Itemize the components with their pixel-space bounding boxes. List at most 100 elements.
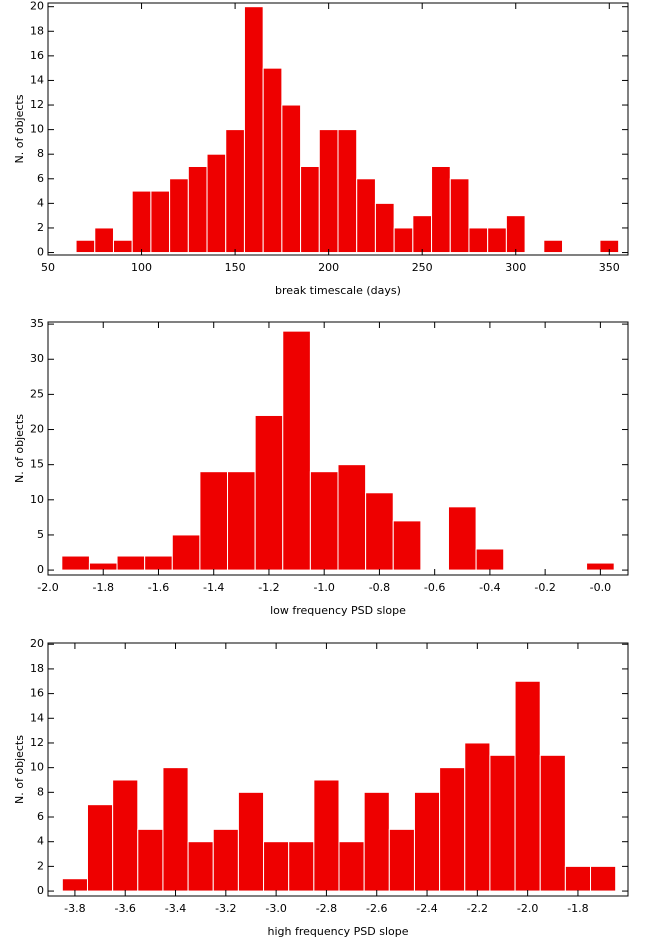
bar [337,129,358,254]
y-tick-label: 12 [30,98,44,111]
x-tick-label: -1.2 [258,581,279,594]
bar [112,239,133,254]
bar [116,555,146,571]
bar [137,828,164,892]
x-tick-label: 300 [505,261,526,274]
x-tick-label: -3.8 [64,902,85,915]
bar [262,67,283,254]
y-tick-label: 6 [37,172,44,185]
bar [356,178,376,254]
bar [489,754,516,892]
bar [365,492,394,571]
x-tick-label: -2.0 [517,902,538,915]
bar [449,178,470,254]
bar [131,190,152,254]
bar [393,227,414,254]
bar [225,129,245,254]
y-tick-label: 18 [30,24,44,37]
bar [61,555,90,571]
x-tick-label: -3.6 [114,902,135,915]
x-tick-label: -1.4 [203,581,224,594]
y-tick-label: 6 [37,810,44,823]
bar [590,865,617,892]
bar [288,841,315,892]
x-tick-label: -0.2 [534,581,555,594]
x-tick-label: 350 [599,261,620,274]
bar [363,791,390,892]
y-tick-label: 0 [37,563,44,576]
bar [487,227,507,254]
bar [439,767,466,892]
bar [162,767,189,892]
x-tick-label: -2.8 [316,902,337,915]
y-tick-label: 35 [30,317,44,330]
bar [468,227,489,254]
y-tick-label: 14 [30,73,44,86]
x-tick-label: 50 [41,261,55,274]
bar [392,520,422,571]
bar [338,841,365,892]
y-tick-label: 5 [37,528,44,541]
y-tick-label: 20 [30,637,44,650]
x-tick-label: -2.2 [467,902,488,915]
axes-frame [47,642,629,897]
bar [412,215,433,254]
bar [61,878,88,892]
bar [199,471,229,571]
bar [431,165,451,254]
x-tick-label: 150 [225,261,246,274]
bar [318,129,339,254]
axes-frame [47,2,629,256]
bar [337,464,367,571]
y-tick-label: 20 [30,423,44,436]
x-tick-label: -1.0 [313,581,334,594]
x-tick-label: -2.0 [37,581,58,594]
bar [464,742,491,892]
bar [112,779,139,892]
bar [144,555,173,571]
x-tick-label: -0.6 [424,581,445,594]
y-tick-label: 30 [30,352,44,365]
bar [75,239,96,254]
bar [564,865,592,892]
bar [150,190,171,254]
bar [374,202,395,254]
y-tick-label: 16 [30,49,44,62]
x-tick-label: -0.0 [590,581,611,594]
x-axis-label: low frequency PSD slope [270,604,406,617]
y-tick-label: 15 [30,458,44,471]
x-axis-label: break timescale (days) [275,284,401,297]
y-axis-label: N. of objects [13,735,26,804]
y-tick-label: 2 [37,859,44,872]
bar [237,791,265,892]
bar [169,178,189,254]
y-tick-label: 20 [30,0,44,13]
y-tick-label: 25 [30,387,44,400]
bar [413,791,441,892]
y-axis-label: N. of objects [13,414,26,483]
bar [475,548,505,571]
bar [309,471,339,571]
y-tick-label: 8 [37,785,44,798]
y-tick-label: 8 [37,147,44,160]
bar [388,828,415,892]
bar [263,841,290,892]
bar [212,828,239,892]
bar [281,104,302,254]
y-tick-label: 10 [30,493,44,506]
x-axis-label: high frequency PSD slope [268,925,409,938]
x-tick-label: -3.2 [215,902,236,915]
x-tick-label: -2.4 [416,902,437,915]
x-tick-label: -3.0 [265,902,286,915]
bar [505,215,526,254]
y-tick-label: 18 [30,662,44,675]
axes-frame [47,321,629,576]
bar [94,227,114,254]
x-tick-label: -2.6 [366,902,387,915]
x-tick-label: 100 [131,261,152,274]
y-tick-label: 14 [30,711,44,724]
bar [539,754,566,892]
y-tick-label: 10 [30,123,44,136]
x-tick-label: 200 [318,261,339,274]
